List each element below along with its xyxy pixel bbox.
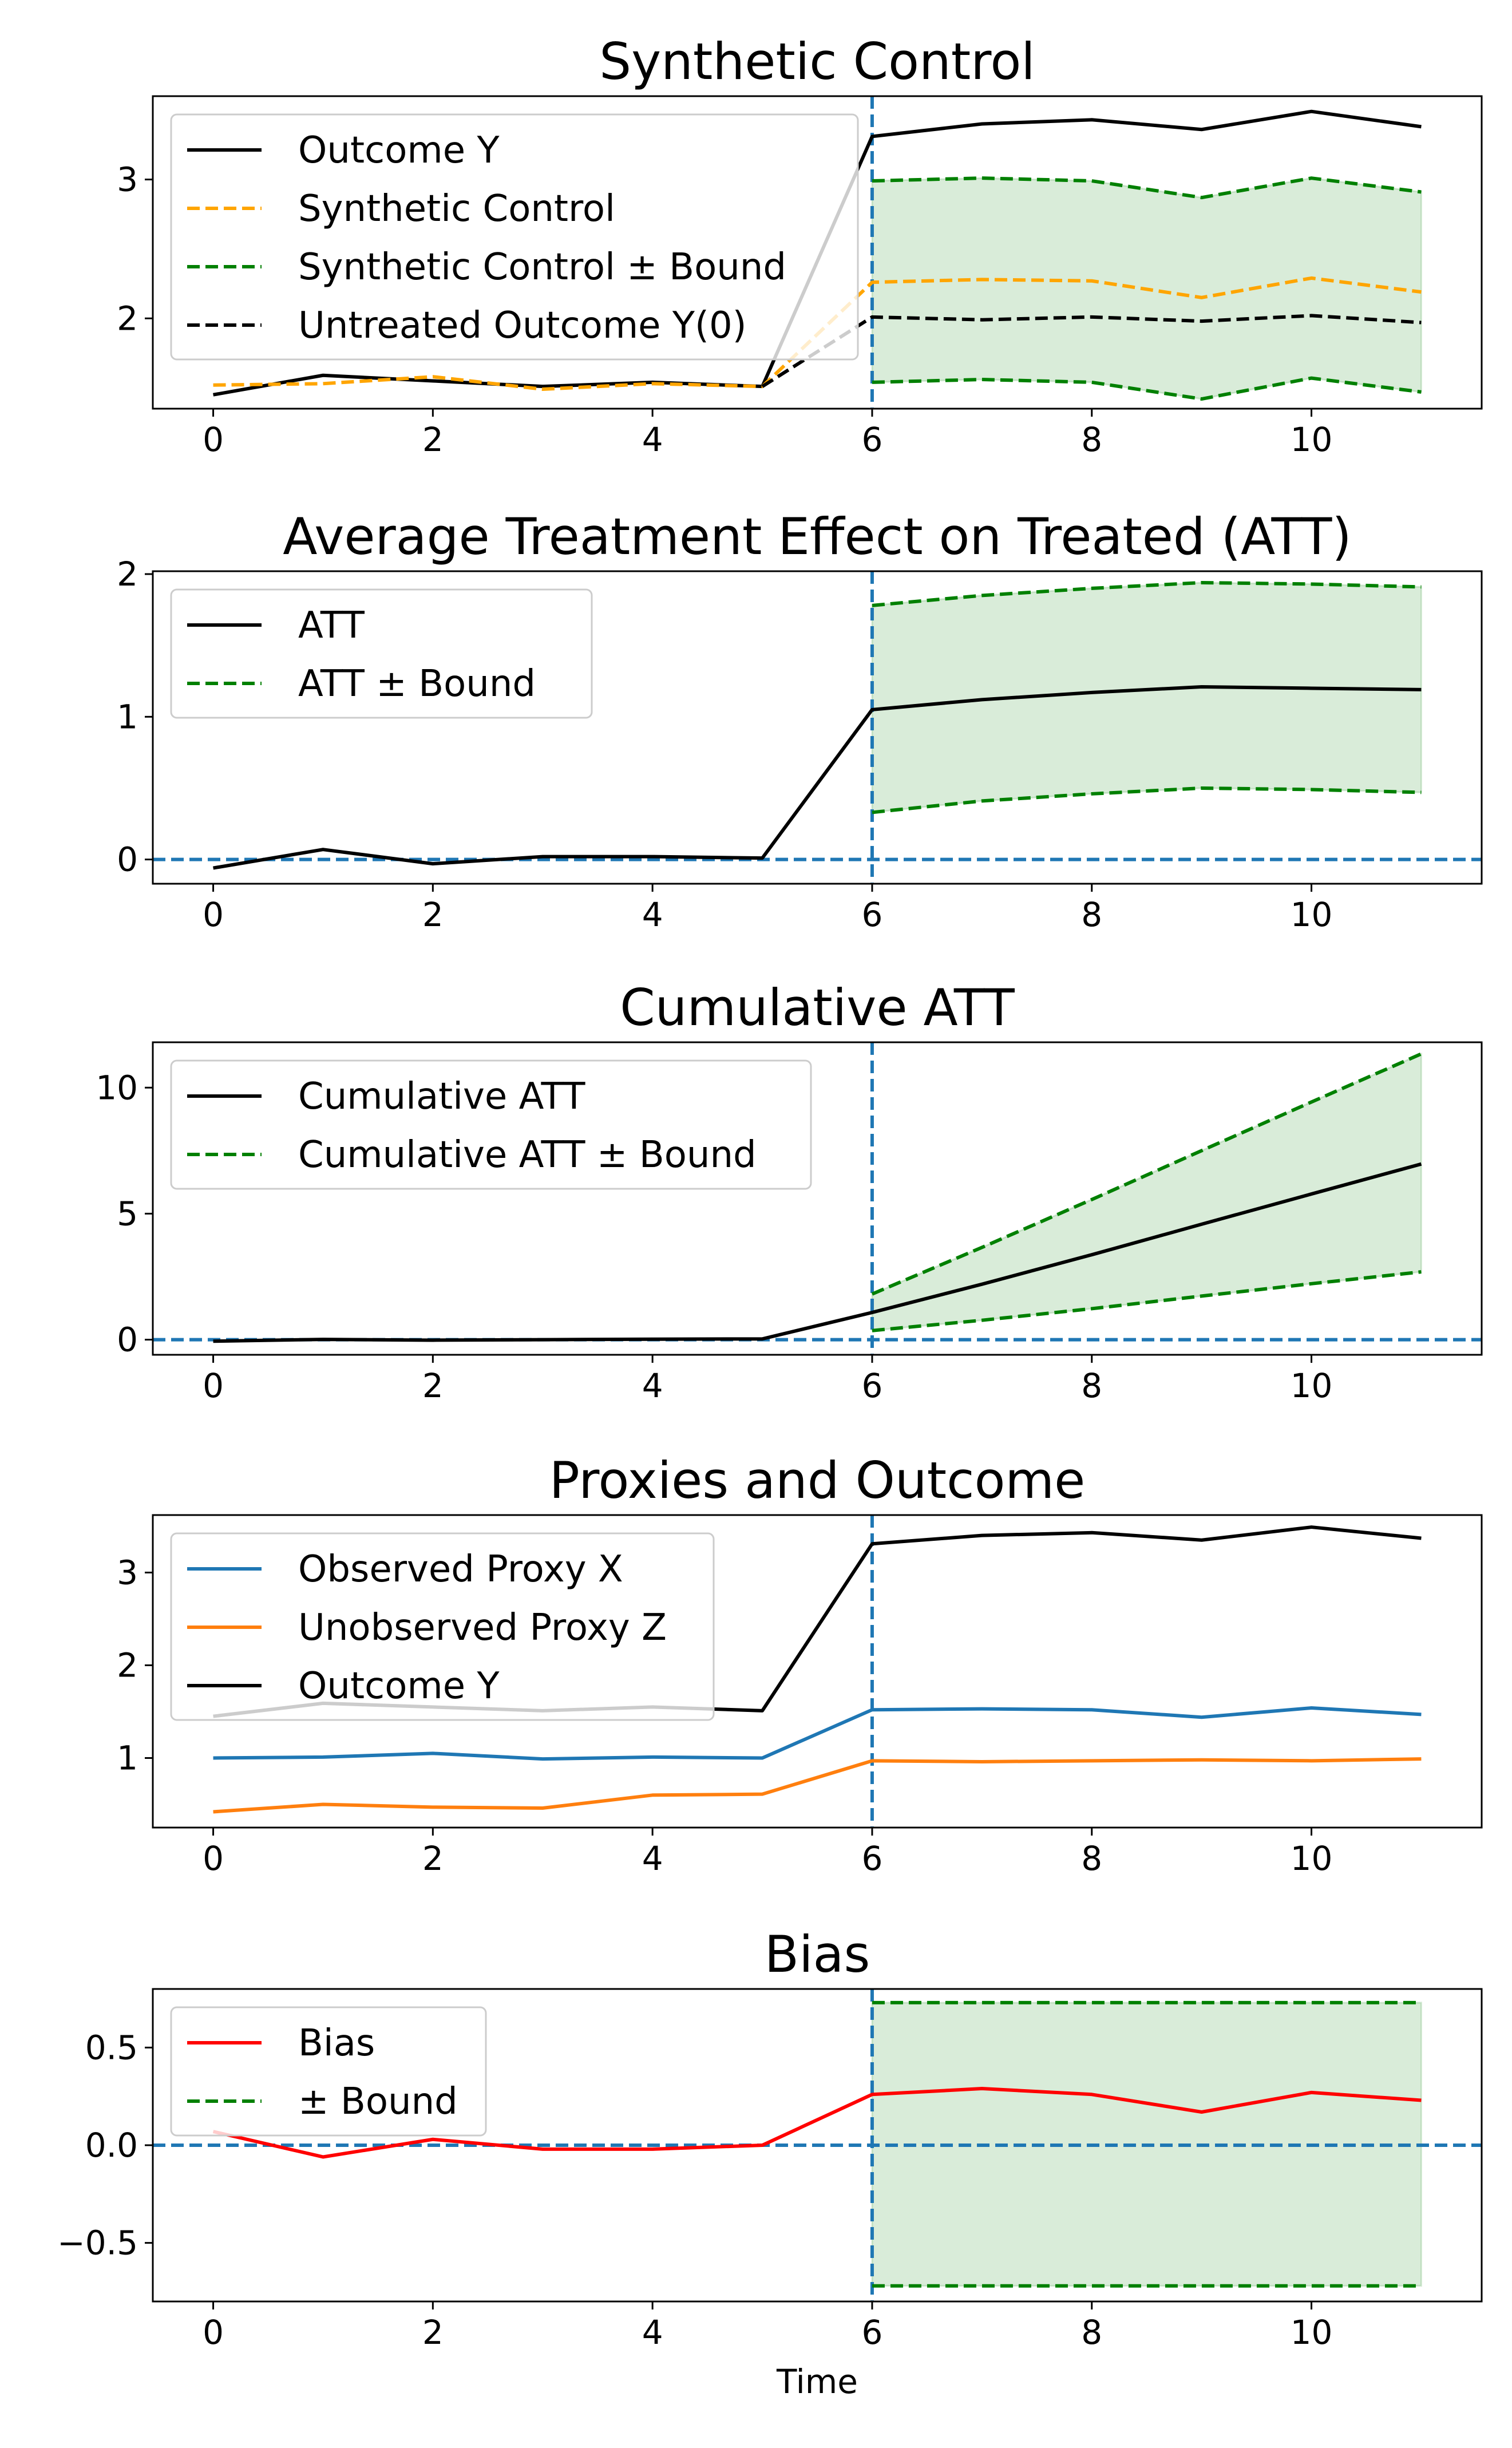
x-tick-label: 4 bbox=[642, 1366, 663, 1405]
x-tick-label: 10 bbox=[1291, 420, 1333, 459]
legend-label: Bias bbox=[298, 2022, 375, 2065]
axes-frame bbox=[152, 95, 1483, 410]
legend-box bbox=[170, 1059, 812, 1190]
y-tick-label: 2 bbox=[117, 299, 138, 338]
x-tick-label: 4 bbox=[642, 895, 663, 934]
x-tick-label: 0 bbox=[203, 2313, 224, 2352]
legend-box bbox=[170, 1532, 715, 1721]
axes-frame bbox=[152, 570, 1483, 885]
legend-label: Outcome Y bbox=[298, 1665, 500, 1707]
x-tick-label: 2 bbox=[422, 2313, 444, 2352]
panel-title: Proxies and Outcome bbox=[549, 1451, 1086, 1510]
legend-label: Unobserved Proxy Z bbox=[298, 1607, 667, 1649]
y-tick-label: 0 bbox=[117, 840, 138, 879]
legend-label: ATT ± Bound bbox=[298, 663, 536, 705]
series-line-att bbox=[213, 685, 1422, 870]
x-tick-label: 6 bbox=[861, 895, 882, 934]
x-tick-label: 10 bbox=[1291, 1366, 1333, 1405]
series-upper-cumulative-att-pm-bound bbox=[871, 1052, 1422, 1296]
y-tick-label: 3 bbox=[117, 160, 138, 199]
legend: ATT ATT ± Bound bbox=[170, 588, 593, 719]
y-tick-label: 2 bbox=[117, 1646, 138, 1684]
legend-box bbox=[170, 588, 593, 719]
legend-label: Outcome Y bbox=[298, 129, 500, 172]
x-tick-label: 6 bbox=[861, 1839, 882, 1878]
x-tick-label: 8 bbox=[1081, 1839, 1102, 1878]
legend-label: Observed Proxy X bbox=[298, 1548, 623, 1591]
axes-frame bbox=[152, 1041, 1483, 1356]
legend: Bias ± Bound bbox=[170, 2006, 487, 2137]
x-tick-label: 6 bbox=[861, 1366, 882, 1405]
y-tick-label: 0 bbox=[117, 1320, 138, 1359]
series-lower-att-pm-bound bbox=[872, 786, 1422, 814]
x-tick-label: 6 bbox=[861, 420, 882, 459]
x-tick-label: 0 bbox=[203, 895, 224, 934]
legend-label: Synthetic Control ± Bound bbox=[298, 246, 786, 288]
series-line-unobserved-proxy-z bbox=[213, 1757, 1422, 1814]
y-tick-label: 3 bbox=[117, 1553, 138, 1592]
legend: Cumulative ATT Cumulative ATT ± Bound bbox=[170, 1059, 812, 1190]
series-upper-synthetic-control-pm-bound bbox=[872, 176, 1422, 200]
x-tick-label: 4 bbox=[642, 420, 663, 459]
series-lower-cumulative-att-pm-bound bbox=[872, 1270, 1422, 1332]
bound-band bbox=[871, 582, 1422, 814]
y-tick-label: 2 bbox=[117, 555, 138, 594]
y-tick-label: 5 bbox=[117, 1194, 138, 1233]
series-line-observed-proxy-x bbox=[213, 1706, 1422, 1761]
series-line-untreated-outcome-y-0 bbox=[761, 314, 1422, 388]
y-tick-label: −0.5 bbox=[57, 2224, 138, 2263]
legend-label: Synthetic Control bbox=[298, 188, 615, 230]
panel-title: Cumulative ATT bbox=[620, 978, 1015, 1037]
x-tick-label: 8 bbox=[1081, 420, 1102, 459]
legend-label: Cumulative ATT ± Bound bbox=[298, 1134, 757, 1176]
series-line-bias bbox=[212, 2087, 1422, 2159]
x-tick-label: 10 bbox=[1291, 2313, 1333, 2352]
panel-average-treatment-effect-on-treated-att: Average Treatment Effect on Treated (ATT… bbox=[117, 507, 1483, 934]
x-tick-label: 8 bbox=[1081, 895, 1102, 934]
legend: Outcome Y Synthetic Control Synthetic Cont… bbox=[170, 113, 859, 361]
y-tick-label: 0.5 bbox=[85, 2028, 138, 2067]
y-tick-label: 1 bbox=[117, 1738, 138, 1777]
x-tick-label: 8 bbox=[1081, 1366, 1102, 1405]
legend-box bbox=[170, 2006, 487, 2137]
y-tick-label: 1 bbox=[117, 697, 138, 736]
legend-label: Cumulative ATT bbox=[298, 1075, 585, 1118]
series-upper-att-pm-bound bbox=[872, 580, 1422, 607]
x-tick-label: 0 bbox=[203, 1839, 224, 1878]
series-line-cumulative-att bbox=[213, 1162, 1422, 1343]
x-tick-label: 2 bbox=[422, 1839, 444, 1878]
x-tick-label: 0 bbox=[203, 1366, 224, 1405]
x-tick-label: 8 bbox=[1081, 2313, 1102, 2352]
panel-synthetic-control: Synthetic Control 0 2 4 6 8 10 2 3 Outcome Y Synth… bbox=[117, 32, 1483, 459]
x-axis-label: Time bbox=[776, 2362, 858, 2401]
legend-label: ± Bound bbox=[298, 2081, 458, 2123]
panel-title: Synthetic Control bbox=[599, 32, 1035, 91]
x-tick-label: 4 bbox=[642, 1839, 663, 1878]
x-tick-label: 2 bbox=[422, 420, 444, 459]
panel-title: Bias bbox=[765, 1925, 870, 1984]
x-tick-label: 0 bbox=[203, 420, 224, 459]
y-tick-label: 10 bbox=[96, 1068, 138, 1107]
legend: Observed Proxy X Unobserved Proxy Z Outcom… bbox=[170, 1532, 715, 1721]
x-tick-label: 2 bbox=[422, 1366, 444, 1405]
legend-label: ATT bbox=[298, 604, 365, 647]
axes-frame bbox=[152, 1514, 1483, 1829]
panel-bias: Bias 0 2 4 6 8 10 −0.5 0.0 0.5 Time Bias ± Bound bbox=[57, 1925, 1483, 2401]
x-tick-label: 6 bbox=[861, 2313, 882, 2352]
series-lower-synthetic-control-pm-bound bbox=[872, 376, 1422, 401]
bound-band bbox=[871, 1052, 1422, 1332]
x-tick-label: 4 bbox=[642, 2313, 663, 2352]
panel-title: Average Treatment Effect on Treated (ATT… bbox=[283, 507, 1352, 566]
legend-box bbox=[170, 113, 859, 361]
x-tick-label: 10 bbox=[1291, 1839, 1333, 1878]
x-tick-label: 10 bbox=[1291, 895, 1333, 934]
y-tick-label: 0.0 bbox=[85, 2126, 138, 2165]
legend-label: Untreated Outcome Y(0) bbox=[298, 304, 747, 347]
x-tick-label: 2 bbox=[422, 895, 444, 934]
